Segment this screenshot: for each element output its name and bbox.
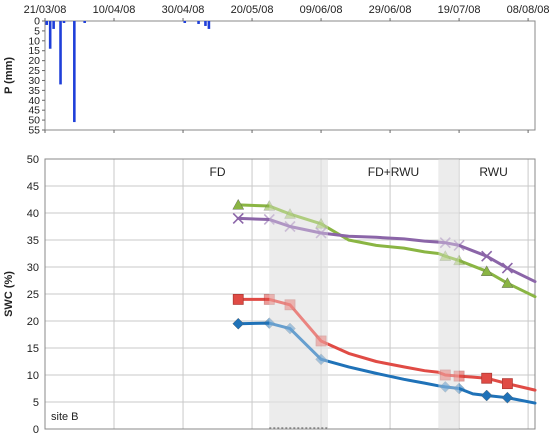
precip-y-tick-label: 20: [28, 55, 40, 67]
series-marker: [284, 220, 296, 233]
series-marker: [263, 213, 275, 226]
precip-bar: [52, 21, 55, 29]
series-diamond: [232, 317, 537, 405]
precip-x-tick-label: 30/04/08: [162, 4, 205, 16]
series-marker: [453, 382, 465, 395]
precip-y-tick-label: 30: [28, 75, 40, 87]
swc-y-tick-label: 20: [27, 316, 39, 328]
precip-x-tick-label: 19/07/08: [438, 4, 481, 16]
precip-y-tick-label: 25: [28, 65, 40, 77]
series-marker: [263, 317, 276, 329]
series-marker: [232, 317, 245, 330]
series-marker: [501, 378, 513, 390]
period-label: FD+RWU: [368, 165, 419, 179]
series-marker: [480, 389, 493, 402]
swc-y-tick-label: 10: [27, 370, 39, 382]
series-triangle: [232, 198, 537, 299]
series-marker: [315, 335, 327, 347]
period-label: FD: [210, 165, 226, 179]
precip-bar: [83, 21, 86, 23]
series-marker: [439, 237, 451, 249]
swc-y-tick-label: 40: [27, 208, 39, 220]
precip-x-tick-label: 21/03/08: [24, 4, 67, 16]
series-marker: [439, 250, 452, 261]
precip-y-tick-label: 15: [28, 45, 40, 57]
series-marker: [453, 370, 465, 382]
series-marker: [315, 217, 327, 229]
precip-x-tick-label: 10/04/08: [93, 4, 136, 16]
series-square: [232, 293, 537, 392]
swc-y-tick-label: 30: [27, 262, 39, 274]
series-marker: [232, 198, 245, 210]
series-marker: [315, 353, 327, 366]
swc-y-tick-label: 25: [27, 289, 39, 301]
precip-bar: [197, 21, 200, 24]
shaded-period-wash: [438, 159, 460, 429]
swc-y-tick-label: 15: [27, 343, 39, 355]
precip-bar: [204, 21, 207, 26]
series-marker: [453, 254, 465, 266]
precip-y-tick-label: 0: [34, 16, 40, 28]
series-marker: [501, 391, 514, 404]
precip-bar: [207, 21, 211, 29]
series-marker: [232, 212, 244, 224]
series-marker: [315, 227, 327, 239]
swc-y-tick-label: 5: [33, 397, 39, 409]
swc-y-axis-label: SWC (%): [3, 271, 15, 317]
swc-y-tick-label: 45: [27, 181, 39, 193]
swc-y-tick-label: 35: [27, 235, 39, 247]
series-marker: [439, 369, 451, 381]
precip-y-tick-label: 55: [28, 125, 40, 137]
series-marker: [501, 277, 514, 288]
precip-y-tick-label: 5: [34, 25, 40, 37]
precip-y-tick-label: 35: [28, 85, 40, 97]
series-x: [232, 212, 537, 284]
series-marker: [284, 299, 296, 311]
precip-plot-frame: [44, 20, 536, 131]
site-annotation: site B: [51, 411, 79, 423]
precip-bar: [59, 21, 62, 85]
series-marker: [480, 265, 493, 276]
precip-y-tick-label: 10: [28, 35, 40, 47]
swc-chart: 0 5 10 15 20 25 30 35 40 45 50 SWC (%) FD FD+RWU RWU si…: [3, 154, 537, 436]
swc-y-tick-label: 50: [27, 154, 39, 166]
precip-bar: [183, 21, 187, 23]
precip-bar: [48, 21, 52, 49]
precip-x-tick-label: 20/05/08: [231, 4, 274, 16]
series-marker: [439, 381, 452, 393]
precip-x-tick-label: 29/06/08: [369, 4, 412, 16]
series-marker: [263, 293, 275, 305]
series-marker: [284, 322, 296, 335]
shaded-period-wash: [269, 159, 328, 429]
precip-y-axis-label: P (mm): [3, 57, 15, 94]
series-marker: [284, 208, 296, 219]
precip-bar: [45, 21, 49, 25]
series-marker: [501, 262, 513, 274]
swc-y-tick-label: 0: [33, 424, 39, 436]
precip-x-tick-label: 09/06/08: [300, 4, 343, 16]
period-label: RWU: [479, 165, 507, 179]
precip-bar: [62, 21, 66, 23]
series-line: [236, 203, 537, 299]
series-marker: [481, 250, 493, 262]
series-marker: [453, 239, 465, 251]
precip-bar: [73, 21, 76, 123]
series-line: [236, 216, 537, 284]
precip-y-tick-label: 45: [28, 105, 40, 117]
precip-x-tick-label: 08/08/08: [507, 4, 550, 16]
series-marker: [232, 293, 244, 305]
precip-y-tick-label: 40: [28, 95, 40, 107]
series-marker: [263, 200, 276, 211]
series-marker: [481, 372, 493, 384]
precip-y-tick-label: 50: [28, 115, 40, 127]
swc-plot-frame: [44, 158, 536, 430]
